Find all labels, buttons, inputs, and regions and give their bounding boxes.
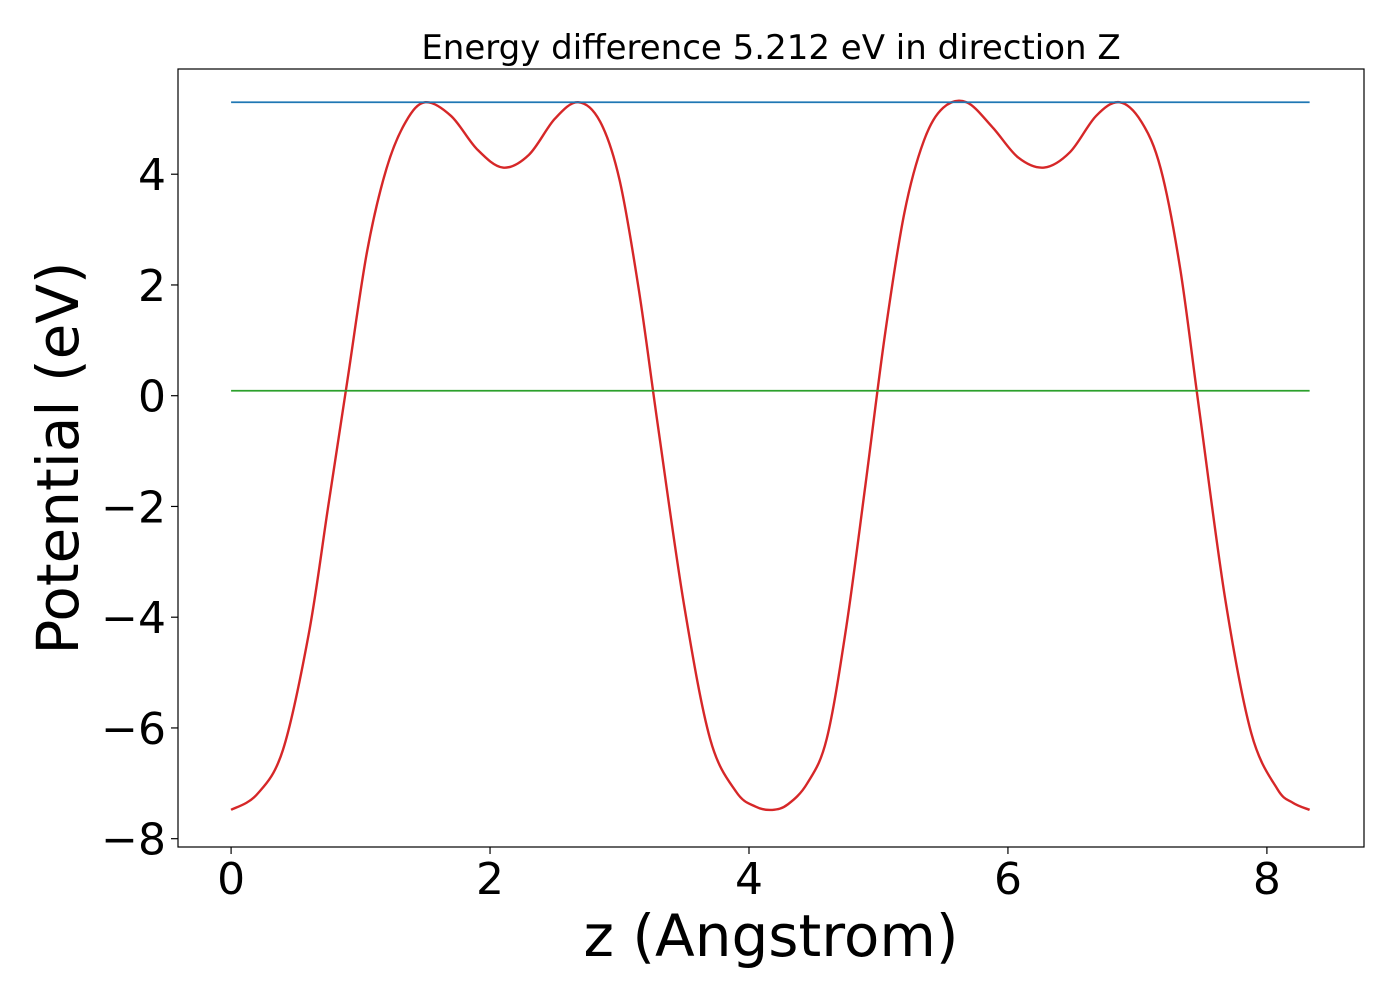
- x-tick-label: 2: [476, 854, 504, 905]
- x-tick-label: 6: [994, 854, 1022, 905]
- y-tick-label: 4: [138, 150, 166, 201]
- x-tick-label: 8: [1253, 854, 1281, 905]
- x-tick-label: 4: [735, 854, 763, 905]
- x-tick-label: 0: [217, 854, 245, 905]
- plot-frame: [177, 68, 1365, 848]
- series-line-0: [230, 99, 1311, 812]
- x-axis-label: z (Angstrom): [584, 902, 959, 970]
- y-tick-label: −6: [101, 704, 166, 755]
- y-tick-label: −8: [101, 815, 166, 866]
- chart-title: Energy difference 5.212 eV in direction …: [421, 28, 1120, 68]
- y-axis-label: Potential (eV): [24, 261, 92, 654]
- y-tick-label: 0: [138, 372, 166, 423]
- y-tick-label: 2: [138, 261, 166, 312]
- y-tick-label: −2: [101, 482, 166, 533]
- y-tick-label: −4: [101, 593, 166, 644]
